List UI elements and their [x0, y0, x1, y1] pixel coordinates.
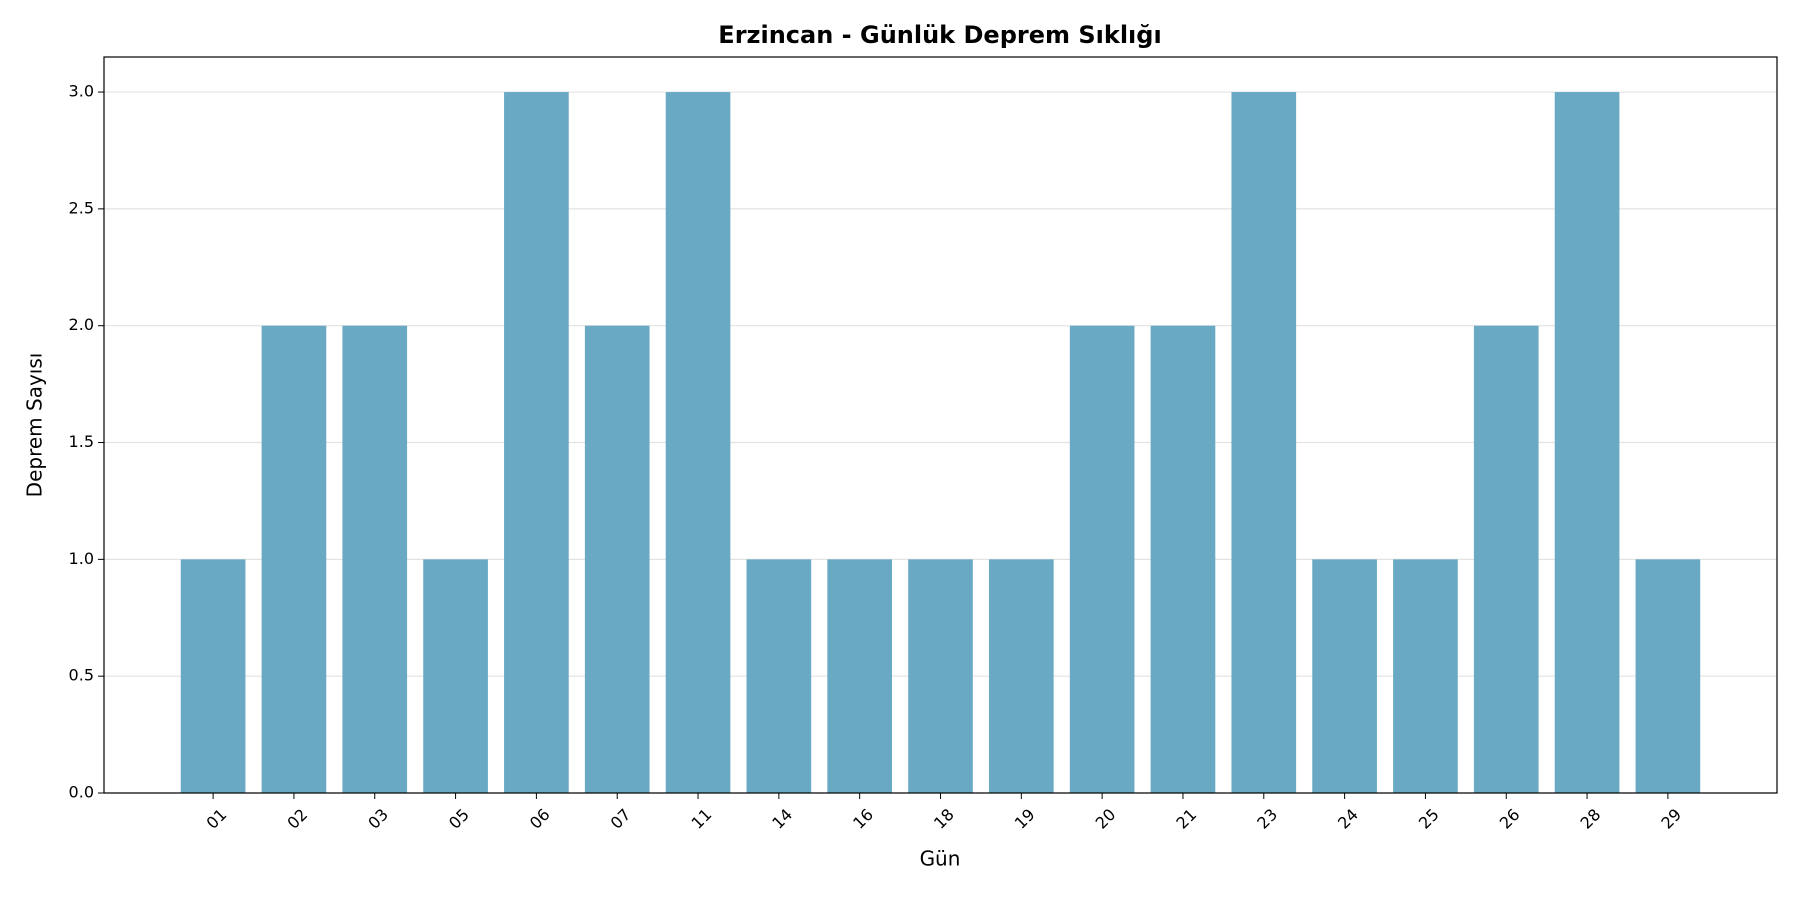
x-tick-label: 18 — [930, 805, 958, 833]
bar — [1635, 559, 1701, 793]
y-tick-label: 1.5 — [69, 432, 94, 451]
y-tick-label: 3.0 — [69, 82, 94, 101]
bar — [1393, 559, 1458, 793]
bar — [1231, 92, 1297, 794]
x-tick-label: 29 — [1657, 805, 1685, 833]
plot-frame — [103, 56, 1778, 794]
x-tick-label: 21 — [1172, 805, 1200, 833]
x-tick-label: 28 — [1577, 805, 1605, 833]
y-tick-label: 1.0 — [69, 549, 94, 568]
x-tick-label: 01 — [203, 805, 231, 833]
x-tick-label: 05 — [445, 805, 473, 833]
bar — [988, 559, 1054, 793]
y-tick-label: 2.0 — [69, 315, 94, 334]
bar — [584, 325, 650, 793]
bar — [342, 325, 408, 793]
x-tick-label: 14 — [768, 805, 796, 833]
x-tick-label: 20 — [1092, 805, 1120, 833]
bar — [665, 92, 731, 794]
y-axis-label: Deprem Sayısı — [23, 353, 47, 498]
x-tick-label: 24 — [1334, 805, 1362, 833]
bar — [1069, 325, 1135, 793]
x-tick-label: 23 — [1253, 805, 1281, 833]
x-tick-label: 25 — [1415, 805, 1443, 833]
chart-title: Erzincan - Günlük Deprem Sıklığı — [718, 21, 1161, 49]
y-tick-label: 0.0 — [69, 783, 94, 802]
bar — [180, 559, 246, 793]
bar — [1150, 325, 1216, 793]
bar — [504, 92, 569, 794]
bar — [746, 559, 812, 793]
bar — [261, 325, 327, 793]
x-axis-label: Gün — [920, 847, 961, 871]
x-tick-label: 11 — [688, 805, 716, 833]
x-tick-label: 26 — [1496, 805, 1524, 833]
bar — [908, 559, 973, 793]
y-tick-label: 0.5 — [69, 666, 94, 685]
bar — [423, 559, 488, 793]
bar — [1312, 559, 1377, 793]
x-tick-label: 06 — [526, 805, 554, 833]
x-tick-label: 19 — [1011, 805, 1039, 833]
bar — [827, 559, 893, 793]
y-tick-label: 2.5 — [69, 198, 94, 217]
bar — [1554, 92, 1620, 794]
x-tick-label: 07 — [607, 805, 635, 833]
x-tick-label: 02 — [283, 805, 311, 833]
x-tick-label: 03 — [364, 805, 392, 833]
x-tick-label: 16 — [849, 805, 877, 833]
bar — [1473, 325, 1539, 793]
